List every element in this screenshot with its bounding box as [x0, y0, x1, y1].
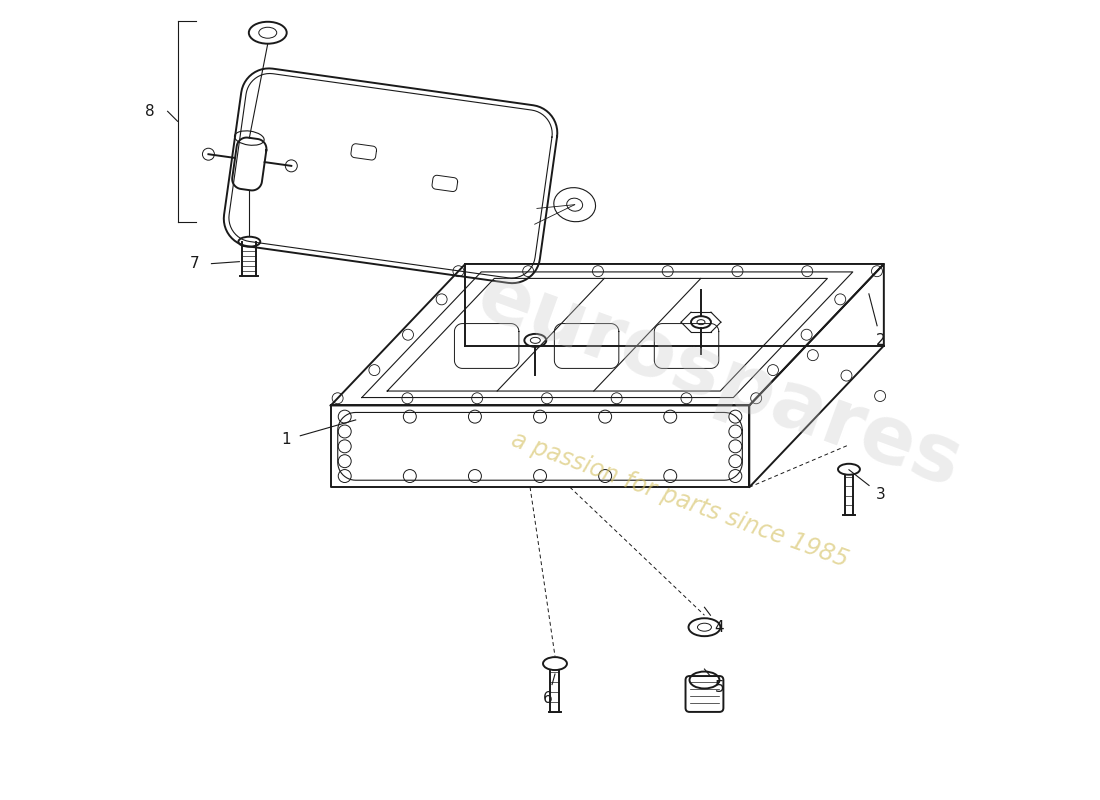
Text: 5: 5 [715, 679, 724, 694]
Text: a passion for parts since 1985: a passion for parts since 1985 [508, 427, 851, 572]
Text: eurospares: eurospares [466, 256, 972, 504]
Text: 8: 8 [145, 104, 154, 119]
Text: 4: 4 [715, 620, 724, 634]
Text: 3: 3 [876, 487, 886, 502]
Text: 6: 6 [543, 691, 553, 706]
Text: 7: 7 [189, 256, 199, 271]
Text: 1: 1 [282, 432, 290, 447]
Text: 2: 2 [876, 333, 886, 348]
